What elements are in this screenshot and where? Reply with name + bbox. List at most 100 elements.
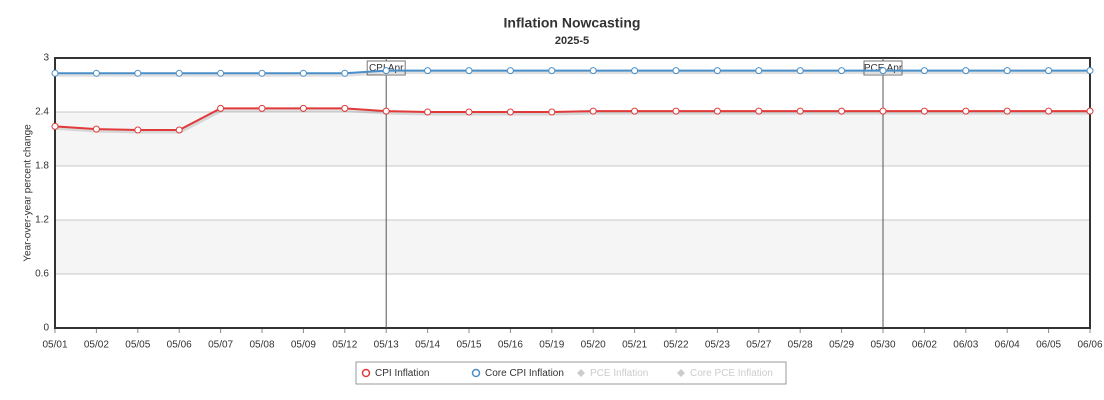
point (465, 108, 473, 116)
point (341, 69, 349, 77)
chart-title: Inflation Nowcasting (504, 15, 641, 31)
point (796, 67, 804, 75)
legend-symbol (361, 368, 371, 378)
point (382, 67, 390, 75)
x-tick-label: 05/21 (622, 340, 647, 351)
point (1045, 107, 1053, 115)
plot-band (55, 220, 1090, 274)
point (258, 104, 266, 112)
y-tick-label: 2.4 (35, 107, 49, 118)
point (1086, 107, 1094, 115)
point (920, 67, 928, 75)
point (217, 69, 225, 77)
x-tick-label: 05/12 (332, 340, 357, 351)
legend-symbol (577, 369, 585, 377)
point (506, 108, 514, 116)
point (548, 108, 556, 116)
point (175, 126, 183, 134)
legend-item: Core CPI Inflation (471, 368, 564, 379)
point (258, 69, 266, 77)
legend-symbol (677, 369, 685, 377)
point (631, 107, 639, 115)
x-tick-label: 05/05 (125, 340, 150, 351)
point (506, 67, 514, 75)
series-shadow (55, 108, 1091, 134)
x-tick-label: 05/30 (870, 340, 895, 351)
x-tick-label: 06/04 (995, 340, 1020, 351)
point (672, 107, 680, 115)
x-tick-label: 06/02 (912, 340, 937, 351)
point (962, 67, 970, 75)
point (134, 69, 142, 77)
point (672, 67, 680, 75)
point (465, 67, 473, 75)
legend-item: CPI Inflation (361, 368, 429, 379)
point (755, 107, 763, 115)
point (962, 107, 970, 115)
point (92, 125, 100, 133)
x-tick-label: 05/23 (705, 340, 730, 351)
plot-border (54, 57, 1091, 329)
point (589, 67, 597, 75)
x-tick-label: 05/07 (208, 340, 233, 351)
point (424, 108, 432, 116)
point (631, 67, 639, 75)
y-tick-label: 3 (43, 53, 49, 64)
x-tick-label: 05/29 (829, 340, 854, 351)
point (713, 67, 721, 75)
x-tick-label: 05/02 (84, 340, 109, 351)
legend-label: PCE Inflation (590, 368, 648, 379)
point (589, 107, 597, 115)
y-tick-label: 1.2 (35, 215, 49, 226)
x-tick-label: 05/06 (167, 340, 192, 351)
x-tick-label: 05/15 (456, 340, 481, 351)
point (341, 104, 349, 112)
point (879, 107, 887, 115)
x-tick-label: 06/06 (1077, 340, 1102, 351)
x-tick-label: 05/16 (498, 340, 523, 351)
series-line (54, 107, 1090, 131)
x-tick-label: 06/03 (953, 340, 978, 351)
point (134, 126, 142, 134)
point (920, 107, 928, 115)
point (51, 69, 59, 77)
point (548, 67, 556, 75)
point (382, 107, 390, 115)
point (1003, 67, 1011, 75)
x-tick-label: 06/05 (1036, 340, 1061, 351)
legend-label: Core CPI Inflation (485, 368, 564, 379)
chart-subtitle: 2025-5 (555, 35, 589, 47)
point (175, 69, 183, 77)
y-tick-label: 0 (43, 323, 49, 334)
x-tick-label: 05/22 (663, 340, 688, 351)
series-shadow (56, 71, 1091, 77)
x-tick-label: 05/28 (788, 340, 813, 351)
point (51, 122, 59, 130)
x-tick-label: 05/08 (249, 340, 274, 351)
point (92, 69, 100, 77)
point (1045, 67, 1053, 75)
point (879, 67, 887, 75)
x-tick-label: 05/27 (746, 340, 771, 351)
legend-item: PCE Inflation (577, 368, 648, 379)
point (299, 69, 307, 77)
y-tick-label: 0.6 (35, 269, 49, 280)
series-line (55, 69, 1090, 75)
x-tick-label: 05/20 (581, 340, 606, 351)
legend-box (355, 361, 787, 385)
point (1003, 107, 1011, 115)
legend-item: Core PCE Inflation (677, 368, 773, 379)
point (755, 67, 763, 75)
legend-label: Core PCE Inflation (690, 368, 773, 379)
x-tick-label: 05/14 (415, 340, 440, 351)
point (838, 67, 846, 75)
point (217, 104, 225, 112)
point (838, 107, 846, 115)
legend-symbol (471, 368, 481, 378)
x-tick-label: 05/01 (42, 340, 67, 351)
legend-label: CPI Inflation (375, 368, 429, 379)
x-tick-label: 05/19 (539, 340, 564, 351)
point (713, 107, 721, 115)
x-tick-label: 05/13 (374, 340, 399, 351)
